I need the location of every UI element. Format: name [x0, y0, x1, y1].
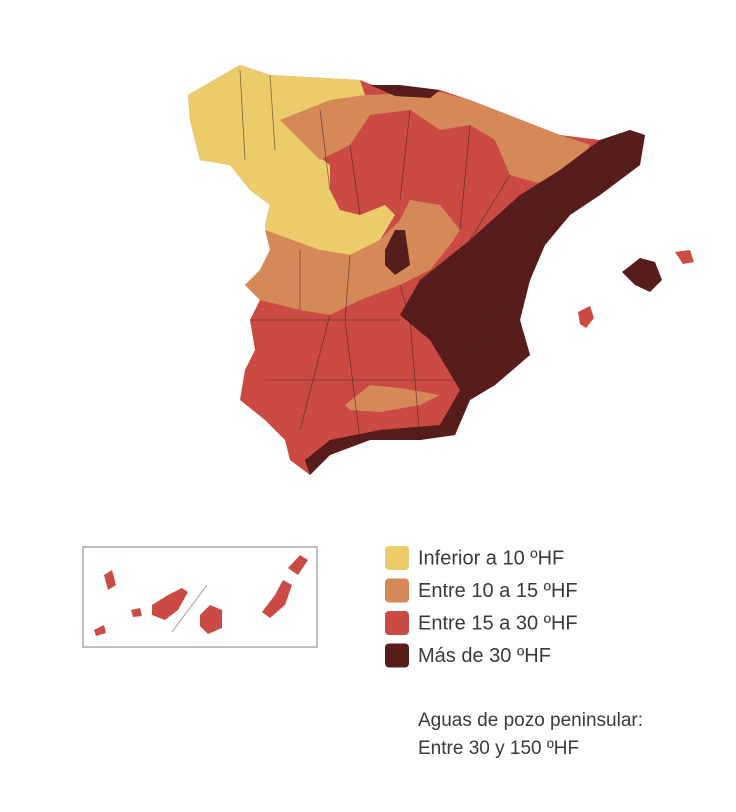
legend-label: Entre 10 a 15 ºHF: [418, 580, 578, 602]
zone-yellow: [188, 65, 395, 255]
canarias-inset: [82, 546, 318, 648]
peninsula: [188, 65, 645, 475]
note-line: Entre 30 y 150 ºHF: [418, 738, 579, 759]
canary-islands: [94, 555, 308, 636]
legend-label: Entre 15 a 30 ºHF: [418, 612, 578, 634]
note-line: Aguas de pozo peninsular:: [418, 710, 643, 731]
zone-orange: [280, 92, 590, 185]
inset-divider: [171, 584, 208, 633]
island-mallorca: [622, 258, 662, 292]
island: [200, 605, 222, 634]
zone-orange: [245, 200, 460, 315]
zone-dark: [370, 85, 440, 98]
legend-swatch: [385, 546, 409, 570]
island: [94, 625, 106, 636]
zone-dark: [305, 130, 645, 475]
legend-label: Más de 30 ºHF: [418, 645, 551, 667]
province-borders: [239, 69, 561, 441]
legend: Inferior a 10 ºHF Entre 10 a 15 ºHF Entre …: [385, 546, 578, 668]
island-menorca: [675, 250, 694, 264]
island: [152, 588, 188, 620]
note: Aguas de pozo peninsular: Entre 30 y 150 …: [418, 710, 643, 759]
island: [104, 570, 116, 590]
island: [131, 608, 142, 617]
legend-swatch: [385, 578, 409, 603]
island: [262, 580, 292, 618]
island-ibiza: [578, 306, 594, 328]
legend-swatch: [385, 611, 409, 635]
island: [288, 555, 308, 575]
zone-dark: [385, 230, 410, 275]
legend-swatch: [385, 643, 409, 668]
legend-label: Inferior a 10 ºHF: [418, 547, 564, 569]
